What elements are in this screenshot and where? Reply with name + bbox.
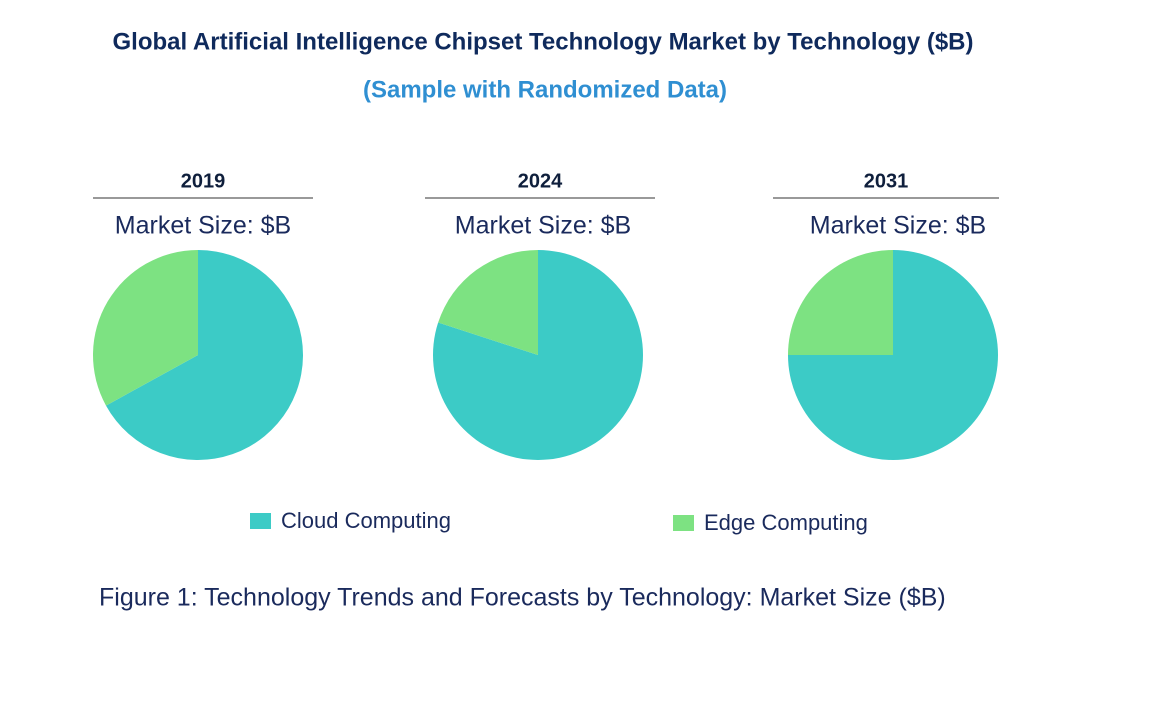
pie-title: 2024	[518, 170, 563, 192]
legend-label: Edge Computing	[704, 510, 868, 535]
pie-subtitle: Market Size: $B	[115, 212, 291, 240]
caption: Figure 1: Technology Trends and Forecast…	[99, 584, 946, 612]
legend-swatch	[250, 513, 271, 529]
pie-subtitle: Market Size: $B	[810, 212, 986, 240]
pie-slice	[788, 250, 893, 355]
pie-subtitle: Market Size: $B	[455, 212, 631, 240]
subtitle: (Sample with Randomized Data)	[363, 76, 727, 103]
pie-slice	[92, 250, 198, 406]
legend-label: Cloud Computing	[281, 508, 451, 533]
pie-slice	[438, 250, 538, 355]
title: Global Artificial Intelligence Chipset T…	[112, 28, 973, 55]
pie-slice	[105, 250, 304, 460]
pie-title: 2019	[181, 170, 226, 192]
legend-swatch	[673, 515, 694, 531]
pie-title: 2031	[864, 170, 909, 192]
